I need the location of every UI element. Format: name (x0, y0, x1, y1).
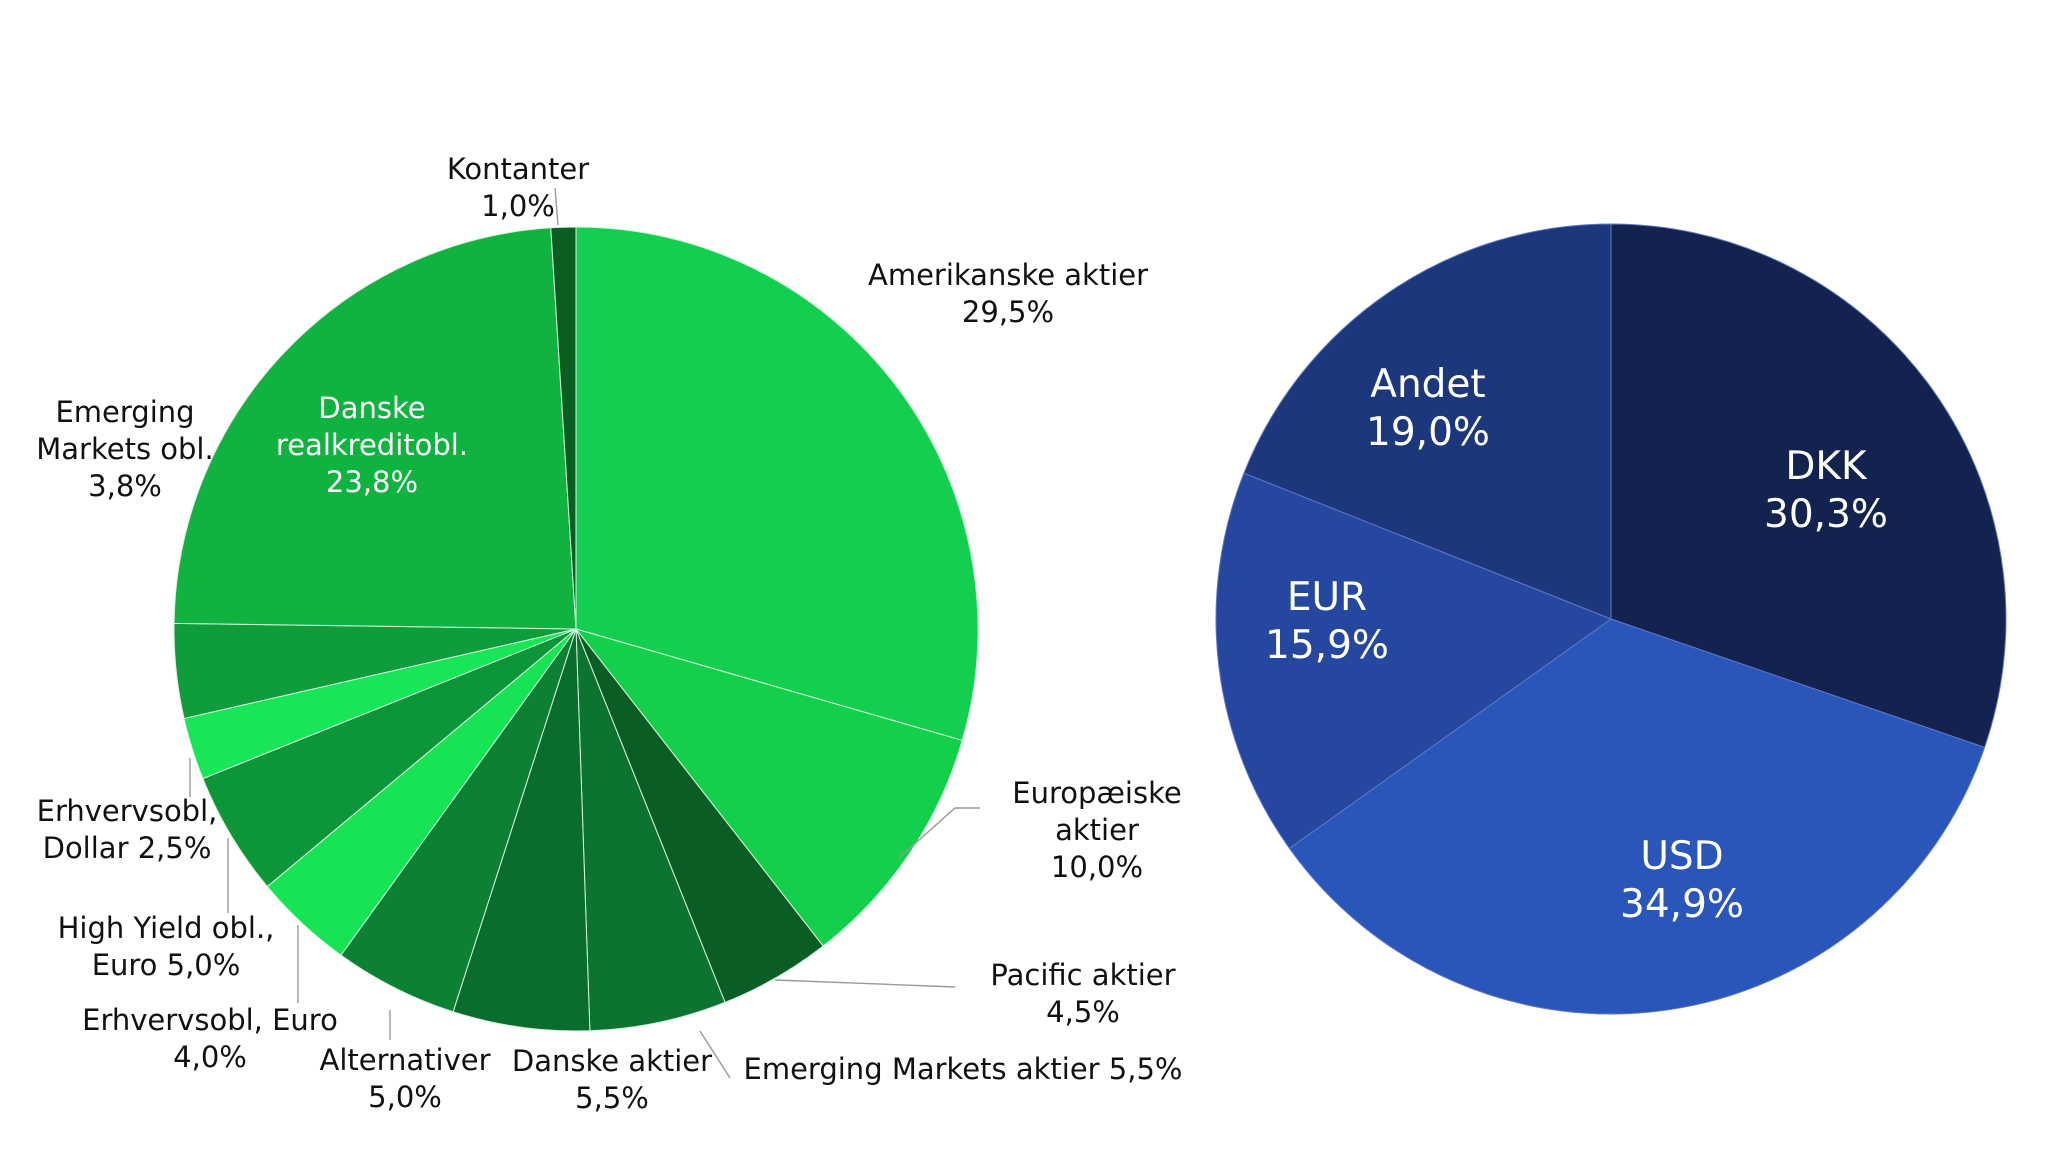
label-alternativer-line: 5,0% (368, 1080, 442, 1114)
label-erhvervsobl-dollar: Erhvervsobl, Dollar 2,5% (37, 794, 218, 865)
label-danske-realkreditobl-line: realkreditobl. (276, 428, 468, 462)
pie-slice-eur (1215, 472, 1613, 850)
label-europæiske-aktier-line: 10,0% (1051, 850, 1143, 884)
label-danske-aktier-line: Danske aktier (512, 1044, 712, 1078)
label-danske-realkreditobl-line: Danske (318, 391, 425, 425)
label-europæiske-aktier: Europæiske aktier 10,0% (1012, 776, 1181, 884)
leader-line (774, 979, 956, 988)
label-amerikanske-aktier-line: 29,5% (962, 295, 1054, 329)
label-eur-line: 15,9% (1265, 623, 1389, 668)
pie-slice-danske-realkreditobl (173, 227, 577, 630)
label-emerging-markets-aktier-line: Emerging Markets aktier 5,5% (744, 1052, 1183, 1086)
label-kontanter-line: Kontanter (447, 152, 589, 186)
pie-slice-kontanter (550, 226, 577, 630)
label-emerging-markets-obl-line: Emerging (55, 395, 194, 429)
label-europæiske-aktier-line: Europæiske (1012, 776, 1181, 810)
label-eur-line: EUR (1287, 575, 1367, 620)
pie-slice-dkk (1610, 223, 2007, 749)
label-emerging-markets-aktier: Emerging Markets aktier 5,5% (744, 1052, 1183, 1086)
label-dkk: DKK 30,3% (1764, 444, 1888, 537)
label-alternativer: Alternativer 5,0% (319, 1043, 490, 1114)
label-alternativer-line: Alternativer (319, 1043, 490, 1077)
label-dkk-line: DKK (1785, 444, 1868, 489)
label-kontanter-line: 1,0% (481, 189, 555, 223)
label-emerging-markets-obl: Emerging Markets obl. 3,8% (36, 395, 213, 503)
pie-slice-europæiske-aktier (574, 628, 963, 947)
label-high-yield-obl-euro-line: High Yield obl., (58, 911, 275, 945)
label-andet-line: Andet (1370, 362, 1485, 407)
pie-slice-andet (1243, 223, 1612, 620)
label-erhvervsobl-euro-line: Erhvervsobl, Euro (82, 1003, 338, 1037)
label-andet: Andet 19,0% (1366, 362, 1490, 455)
label-erhvervsobl-euro: Erhvervsobl, Euro 4,0% (82, 1003, 338, 1074)
asset-allocation-labels: Amerikanske aktier 29,5%Europæiske aktier 1… (36, 152, 1182, 1115)
label-usd: USD 34,9% (1620, 834, 1744, 927)
label-usd-line: USD (1640, 834, 1723, 879)
label-eur: EUR 15,9% (1265, 575, 1389, 668)
currency-allocation-labels: DKK 30,3% USD 34,9% EUR 15,9% Andet 19,0% (1265, 362, 1888, 927)
label-erhvervsobl-dollar-line: Dollar 2,5% (43, 831, 212, 865)
label-high-yield-obl-euro: High Yield obl., Euro 5,0% (58, 911, 275, 982)
asset-allocation-leader-lines (189, 187, 980, 1079)
label-emerging-markets-obl-line: 3,8% (88, 469, 162, 503)
label-danske-realkreditobl: Danske realkreditobl. 23,8% (276, 391, 468, 499)
currency-allocation-pie (1215, 223, 2007, 1015)
label-europæiske-aktier-line: aktier (1055, 813, 1139, 847)
leader-line (554, 187, 559, 226)
label-usd-line: 34,9% (1620, 882, 1744, 927)
label-pacific-aktier-line: 4,5% (1046, 995, 1120, 1029)
label-erhvervsobl-euro-line: 4,0% (173, 1040, 247, 1074)
asset-allocation-pie (173, 226, 979, 1032)
label-dkk-line: 30,3% (1764, 492, 1888, 537)
label-danske-realkreditobl-line: 23,8% (326, 465, 418, 499)
label-erhvervsobl-dollar-line: Erhvervsobl, (37, 794, 218, 828)
label-pacific-aktier: Pacific aktier 4,5% (990, 958, 1175, 1029)
pie-slice-danske-aktier (452, 628, 591, 1032)
leader-line (699, 1030, 731, 1079)
label-danske-aktier-line: 5,5% (575, 1081, 649, 1115)
leader-line (899, 807, 980, 858)
label-amerikanske-aktier: Amerikanske aktier 29,5% (868, 258, 1148, 329)
label-pacific-aktier-line: Pacific aktier (990, 958, 1175, 992)
label-andet-line: 19,0% (1366, 410, 1490, 455)
pie-slice-amerikanske-aktier (575, 226, 979, 742)
pie-slice-usd (1288, 618, 1986, 1015)
label-kontanter: Kontanter 1,0% (447, 152, 589, 223)
pie-slice-emerging-markets-aktier (575, 628, 726, 1032)
label-amerikanske-aktier-line: Amerikanske aktier (868, 258, 1148, 292)
label-danske-aktier: Danske aktier 5,5% (512, 1044, 712, 1115)
label-emerging-markets-obl-line: Markets obl. (36, 432, 213, 466)
label-high-yield-obl-euro-line: Euro 5,0% (92, 948, 241, 982)
